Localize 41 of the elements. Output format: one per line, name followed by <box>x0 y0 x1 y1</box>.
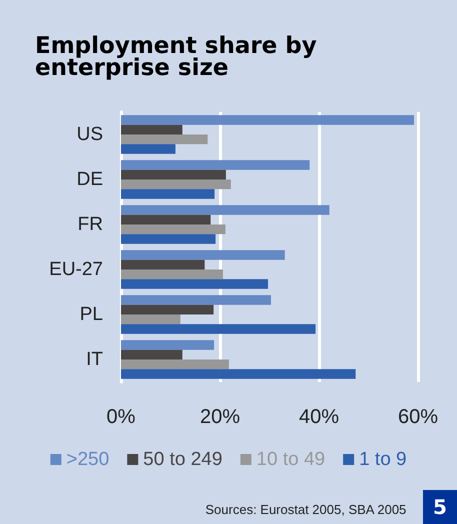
bar <box>121 369 356 379</box>
bar <box>121 340 214 350</box>
bar <box>121 250 285 260</box>
bar <box>121 180 231 190</box>
bar <box>121 234 216 244</box>
x-tick-label: 40% <box>298 406 340 428</box>
legend-label: 50 to 249 <box>143 449 222 470</box>
chart-title: Employment share by enterprise size <box>35 33 325 81</box>
y-tick-label: US <box>76 124 103 145</box>
bar <box>121 324 316 334</box>
bar <box>121 214 211 224</box>
y-tick-label: EU-27 <box>49 259 103 280</box>
legend-label: 1 to 9 <box>359 449 407 470</box>
legend-label: >250 <box>66 449 110 470</box>
bar <box>121 189 215 199</box>
bar <box>121 314 180 324</box>
bar <box>121 360 229 370</box>
bar <box>121 270 223 280</box>
bar <box>121 205 330 215</box>
bar <box>121 350 182 360</box>
y-tick-label: FR <box>78 214 103 235</box>
y-tick-label: PL <box>80 304 103 325</box>
legend-label: 10 to 49 <box>256 449 326 470</box>
source-note: Sources: Eurostat 2005, SBA 2005 <box>205 502 406 517</box>
bar <box>121 304 214 314</box>
x-tick-label: 0% <box>106 406 136 428</box>
text: 5 <box>433 495 447 519</box>
bar <box>121 134 208 144</box>
bar <box>121 115 414 125</box>
bar <box>121 279 268 289</box>
bar <box>121 160 310 170</box>
x-tick-label: 60% <box>398 406 438 428</box>
bar <box>121 224 226 234</box>
bar <box>121 295 271 305</box>
bar <box>121 124 182 134</box>
x-tick-label: 20% <box>200 406 240 428</box>
y-tick-label: DE <box>76 169 103 190</box>
bar <box>121 260 205 270</box>
bar <box>121 170 226 180</box>
y-tick-label: IT <box>86 349 104 370</box>
bar <box>121 144 176 154</box>
